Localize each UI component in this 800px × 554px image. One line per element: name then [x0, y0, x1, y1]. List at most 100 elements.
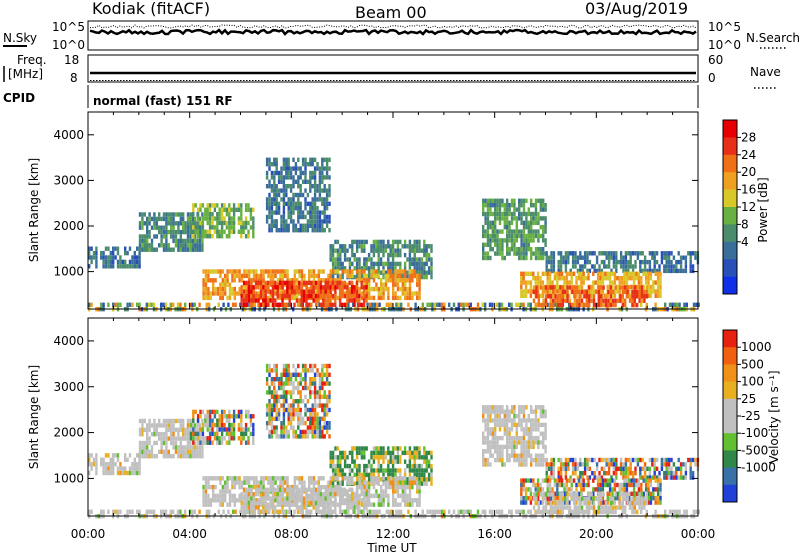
echo-cell — [312, 293, 315, 299]
echo-cell — [292, 372, 295, 377]
echo-cell — [174, 221, 178, 226]
echo-cell — [353, 285, 356, 290]
echo-cell — [238, 286, 241, 292]
echo-cell — [346, 248, 349, 253]
echo-cell — [213, 229, 217, 234]
echo-cell — [319, 285, 323, 290]
echo-cell — [247, 440, 250, 445]
echo-cell — [262, 302, 265, 308]
echo-cell — [277, 434, 281, 439]
echo-cell — [186, 454, 190, 459]
echo-cell — [640, 298, 644, 303]
echo-cell — [399, 468, 402, 473]
echo-cell — [194, 431, 197, 437]
echo-cell — [375, 468, 378, 473]
echo-cell — [268, 385, 271, 391]
echo-cell — [532, 233, 535, 239]
echo-cell — [293, 509, 296, 514]
echo-cell — [131, 470, 134, 476]
echo-cell — [319, 487, 323, 492]
echo-cell — [573, 294, 576, 299]
echo-cell — [184, 427, 187, 432]
echo-cell — [286, 476, 289, 481]
echo-cell — [177, 454, 180, 459]
echo-cell — [430, 481, 433, 486]
echo-cell — [339, 463, 342, 469]
echo-cell — [182, 243, 185, 248]
echo-cell — [384, 270, 388, 275]
echo-cell — [323, 403, 326, 408]
echo-cell — [272, 273, 275, 279]
echo-cell — [589, 293, 593, 298]
echo-cell — [394, 484, 397, 490]
echo-cell — [365, 298, 368, 303]
echo-cell — [651, 268, 654, 274]
echo-cell — [377, 446, 380, 451]
echo-cell — [267, 273, 270, 279]
echo-cell — [341, 266, 344, 271]
echo-cell — [539, 198, 542, 203]
echo-cell — [194, 454, 197, 459]
echo-cell — [379, 463, 383, 469]
echo-cell — [633, 302, 636, 308]
echo-cell — [656, 280, 660, 285]
echo-cell — [100, 509, 103, 514]
echo-cell — [143, 449, 146, 454]
echo-cell — [544, 220, 547, 225]
echo-cell — [278, 500, 282, 506]
echo-cell — [430, 248, 433, 253]
echo-cell — [391, 446, 395, 451]
echo-cell — [568, 298, 572, 303]
echo-cell — [372, 476, 376, 481]
echo-cell — [573, 298, 576, 303]
echo-cell — [399, 472, 402, 478]
echo-cell — [192, 440, 195, 445]
echo-cell — [380, 484, 383, 490]
echo-cell — [317, 480, 320, 485]
echo-cell — [484, 509, 487, 514]
echo-cell — [522, 251, 526, 256]
echo-cell — [608, 271, 612, 276]
echo-cell — [318, 166, 322, 171]
echo-cell — [276, 269, 280, 274]
echo-cell — [617, 259, 620, 265]
echo-cell — [625, 271, 629, 276]
echo-cell — [363, 273, 366, 279]
echo-cell — [396, 459, 400, 464]
echo-cell — [162, 212, 166, 217]
echo-cell — [250, 492, 253, 497]
echo-cell — [667, 255, 671, 260]
echo-cell — [317, 487, 320, 492]
echo-cell — [227, 509, 230, 514]
echo-cell — [358, 446, 361, 451]
echo-cell — [365, 468, 368, 473]
echo-cell — [611, 284, 614, 290]
echo-cell — [192, 436, 195, 441]
echo-cell — [243, 273, 246, 279]
echo-cell — [622, 268, 625, 274]
echo-cell — [377, 477, 380, 482]
echo-cell — [341, 293, 344, 299]
echo-cell — [201, 225, 205, 230]
echo-cell — [358, 498, 361, 503]
echo-cell — [100, 255, 103, 260]
echo-cell — [294, 368, 298, 373]
echo-cell — [148, 423, 151, 428]
echo-cell — [671, 509, 674, 514]
echo-cell — [309, 170, 312, 176]
echo-cell — [299, 184, 302, 189]
echo-cell — [312, 285, 315, 290]
echo-cell — [189, 454, 192, 459]
echo-cell — [392, 493, 395, 499]
echo-cell — [336, 446, 340, 451]
echo-cell — [269, 295, 272, 301]
echo-cell — [280, 434, 283, 439]
echo-cell — [281, 480, 284, 485]
echo-cell — [498, 211, 502, 217]
echo-cell — [522, 255, 526, 261]
echo-cell — [143, 418, 146, 424]
echo-cell — [239, 302, 242, 307]
echo-cell — [363, 269, 366, 274]
echo-cell — [382, 282, 385, 287]
echo-cell — [552, 289, 555, 295]
